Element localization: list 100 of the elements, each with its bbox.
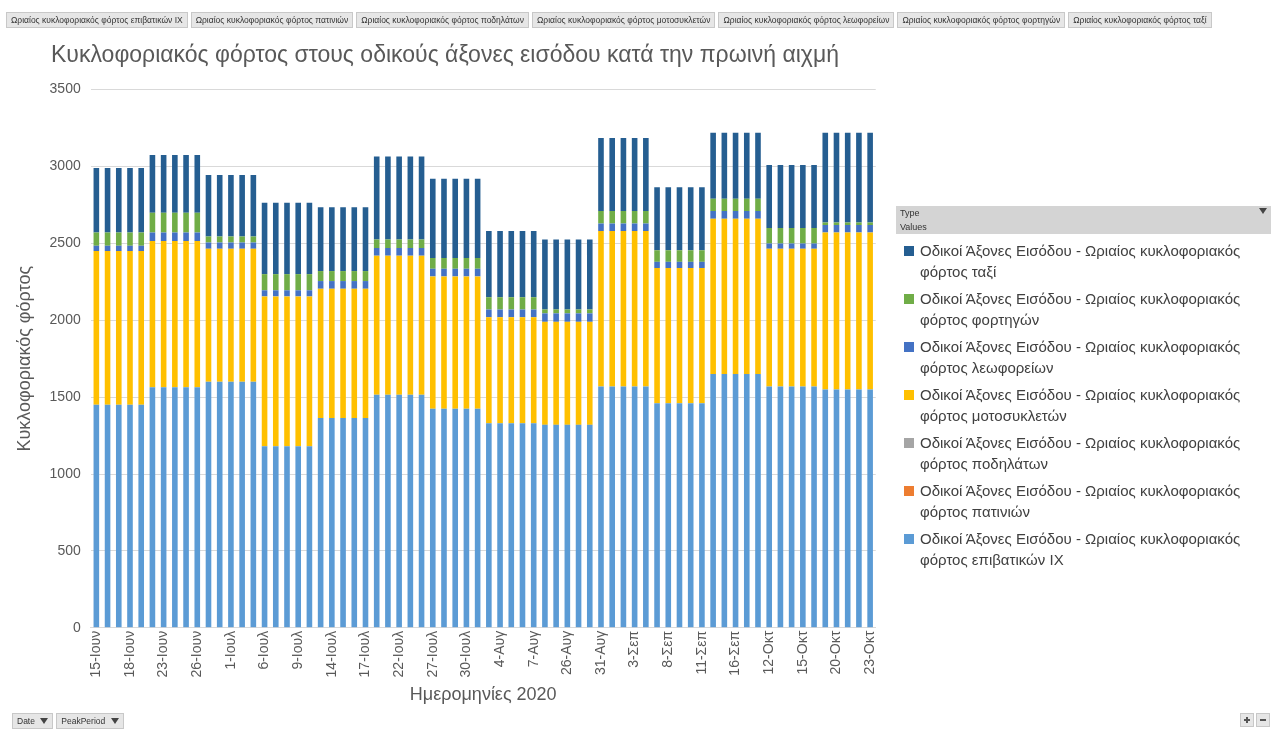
bar [586, 239, 593, 310]
bar [800, 164, 806, 228]
bar [385, 239, 391, 248]
bar [329, 417, 335, 628]
y-tick-label: 3000 [49, 157, 81, 174]
bar [138, 168, 145, 233]
text: Ωριαίος κυκλοφοριακός φόρτος λεωφορείων [718, 12, 895, 28]
bar [183, 154, 189, 213]
bar [766, 248, 773, 387]
bar [575, 313, 582, 322]
bar [553, 424, 559, 628]
bar [586, 321, 593, 425]
bar [239, 242, 245, 249]
bar [149, 154, 156, 213]
legend-label: Οδικοί Άξονες Εισόδου - Ωριαίος κυκλοφοριακός φόρτος λεωφορείων [920, 337, 1242, 378]
x-tick-label: 7-Αυγ [524, 630, 541, 668]
bar [777, 243, 784, 249]
bar [687, 250, 694, 262]
bar [732, 211, 739, 219]
bar [867, 389, 873, 628]
bar [373, 394, 380, 628]
bar [172, 154, 178, 213]
bar [329, 281, 335, 289]
bar [497, 231, 503, 298]
bar [396, 247, 402, 256]
bar [867, 222, 873, 225]
bar [474, 276, 481, 409]
bar [172, 232, 178, 242]
bar [822, 232, 829, 390]
bar [811, 386, 817, 628]
bar [340, 417, 346, 628]
y-tick-label: 2000 [49, 311, 81, 328]
bar [441, 178, 447, 258]
bar [284, 446, 290, 628]
bar [811, 248, 817, 387]
bar [755, 211, 761, 219]
text: Ωριαίος κυκλοφοριακός φόρτος ποδηλάτων [356, 12, 529, 28]
bar [272, 296, 279, 447]
bar [351, 288, 358, 418]
bar [284, 274, 290, 291]
bar [755, 132, 761, 199]
bar [441, 257, 447, 269]
x-tick-label: 22-Ιουλ [389, 630, 406, 678]
bar [530, 309, 537, 318]
bar [598, 211, 604, 224]
bar [497, 317, 503, 424]
bar [609, 138, 616, 212]
bar [530, 297, 537, 310]
bar [598, 231, 604, 387]
bar [340, 281, 346, 289]
bar [800, 248, 806, 387]
bar [115, 168, 122, 233]
bar [486, 317, 492, 424]
bar [676, 250, 683, 262]
bar [396, 239, 402, 248]
bar [228, 236, 234, 243]
bar [867, 232, 873, 390]
bar [463, 276, 470, 409]
bar [373, 156, 380, 240]
bar [329, 288, 335, 418]
bar [609, 223, 616, 232]
bar [508, 309, 515, 318]
bar [609, 231, 616, 387]
bar [710, 218, 716, 375]
bar [295, 296, 302, 447]
bar [856, 222, 862, 225]
x-axis-title: Ημερομηνίες 2020 [409, 684, 557, 705]
bar [811, 243, 817, 249]
bar [788, 243, 795, 249]
bar [508, 317, 515, 424]
bar [598, 386, 604, 628]
bar [396, 394, 402, 628]
bar [295, 446, 302, 628]
bar [340, 271, 346, 282]
x-tick-label: 3-Σεπ [625, 630, 642, 668]
x-tick-label: 9-Ιουλ [289, 630, 306, 670]
bar [665, 187, 672, 251]
bar [530, 317, 537, 424]
bar [194, 232, 201, 242]
bar [284, 202, 290, 275]
bar [743, 198, 750, 212]
x-tick-label: 17-Ιουλ [356, 630, 373, 678]
bar [530, 231, 537, 298]
bar [856, 224, 862, 233]
bar [519, 297, 526, 310]
bar [766, 386, 773, 628]
bar [127, 251, 133, 405]
x-tick-label: 18-Ιουν [120, 630, 137, 678]
legend-label: Οδικοί Άξονες Εισόδου - Ωριαίος κυκλοφοριακός φόρτος πατινιών [920, 481, 1242, 522]
bar [654, 250, 660, 262]
bar [508, 423, 515, 628]
x-tick-label: 30-Ιουλ [457, 630, 474, 678]
bar [385, 247, 391, 256]
chart-title: Κυκλοφοριακός φόρτος στους οδικούς άξονες εισόδου κατά την πρωινή αιχμή [51, 41, 839, 68]
x-tick-label: 26-Ιουν [188, 630, 205, 678]
text: Values [896, 220, 1271, 234]
bar [272, 274, 279, 291]
x-tick-label: 12-Οκτ [760, 630, 777, 675]
bar [486, 309, 492, 318]
bar [228, 174, 234, 237]
